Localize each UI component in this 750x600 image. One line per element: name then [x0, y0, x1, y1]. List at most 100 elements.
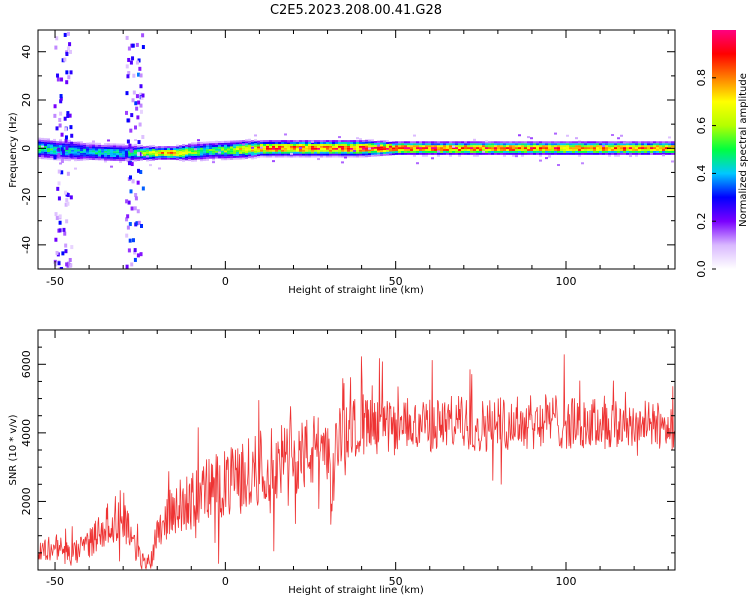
heatmap-cell [305, 147, 308, 150]
heatmap-cell [53, 140, 56, 143]
heatmap-cell [254, 139, 257, 142]
heatmap-cell [161, 149, 164, 152]
heatmap-cell [191, 152, 194, 155]
heatmap-cell [368, 153, 371, 156]
heatmap-cell [275, 143, 278, 146]
heatmap-cell [296, 153, 299, 156]
heatmap-cell [74, 159, 77, 162]
heatmap-cell [203, 151, 206, 154]
heatmap-cell [470, 148, 473, 151]
heatmap-cell [182, 155, 185, 158]
heatmap-cell [299, 141, 302, 144]
x-tick-label: 100 [555, 275, 576, 288]
heatmap-cell [89, 142, 92, 145]
heatmap-cell [188, 143, 191, 146]
heatmap-cell [485, 147, 488, 150]
heatmap-cell [138, 152, 142, 157]
heatmap-cell [443, 143, 446, 146]
heatmap-cell [593, 141, 596, 144]
heatmap-cell [422, 148, 425, 151]
heatmap-cell [641, 148, 644, 151]
heatmap-cell [497, 150, 500, 153]
heatmap-cell [308, 153, 311, 156]
heatmap-cell [314, 155, 317, 158]
heatmap-cell [320, 155, 323, 158]
heatmap-cell [185, 154, 188, 157]
heatmap-cell [410, 143, 413, 146]
heatmap-cell [527, 143, 530, 146]
heatmap-cell [275, 147, 278, 150]
heatmap-cell [650, 143, 653, 146]
heatmap-cell [203, 143, 206, 146]
heatmap-cell [590, 143, 593, 146]
heatmap-cell [236, 149, 239, 152]
heatmap-cell [605, 143, 608, 146]
heatmap-cell [287, 147, 290, 150]
heatmap-cell [491, 143, 494, 146]
heatmap-cell [89, 148, 92, 151]
heatmap-cell [38, 143, 41, 146]
heatmap-cell [50, 144, 53, 147]
heatmap-cell [572, 148, 575, 151]
heatmap-cell [83, 156, 86, 159]
heatmap-cell [668, 136, 671, 139]
heatmap-cell [500, 143, 503, 146]
heatmap-cell [323, 155, 326, 158]
heatmap-cell [126, 225, 130, 230]
heatmap-cell [347, 149, 350, 152]
heatmap-cell [221, 146, 224, 149]
heatmap-cell [644, 145, 647, 148]
heatmap-cell [134, 157, 137, 160]
heatmap-cell [152, 146, 155, 149]
heatmap-cell [317, 143, 320, 146]
heatmap-cell [68, 145, 71, 148]
heatmap-cell [455, 152, 458, 155]
heatmap-cell [344, 151, 347, 154]
heatmap-cell [335, 143, 338, 146]
heatmap-cell [128, 238, 132, 243]
heatmap-cell [407, 152, 410, 155]
heatmap-cell [57, 169, 61, 174]
heatmap-cell [596, 145, 599, 148]
heatmap-cell [539, 159, 542, 162]
heatmap-cell [74, 145, 77, 148]
heatmap-cell [350, 153, 353, 156]
heatmap-cell [461, 152, 464, 155]
heatmap-cell [665, 152, 668, 155]
heatmap-cell [311, 153, 314, 156]
heatmap-cell [126, 214, 130, 219]
heatmap-cell [431, 147, 434, 150]
heatmap-cell [524, 150, 527, 153]
heatmap-cell [482, 147, 485, 150]
heatmap-cell [416, 162, 419, 165]
heatmap-cell [539, 143, 542, 146]
heatmap-cell [254, 145, 257, 148]
heatmap-cell [392, 141, 395, 144]
heatmap-cell [50, 157, 53, 160]
heatmap-cell [125, 149, 128, 152]
heatmap-cell [146, 155, 149, 158]
heatmap-cell [101, 146, 104, 149]
heatmap-cell [560, 143, 563, 146]
heatmap-cell [53, 104, 57, 109]
heatmap-cell [146, 149, 149, 152]
heatmap-cell [50, 142, 53, 145]
heatmap-cell [269, 140, 272, 143]
heatmap-cell [302, 145, 305, 148]
heatmap-cell [560, 147, 563, 150]
heatmap-cell [269, 151, 272, 154]
heatmap-cell [260, 140, 263, 143]
heatmap-cell [665, 150, 668, 153]
heatmap-cell [389, 141, 392, 144]
heatmap-cell [506, 141, 509, 144]
heatmap-cell [206, 141, 209, 144]
heatmap-cell [299, 153, 302, 156]
heatmap-cell [512, 148, 515, 151]
heatmap-cell [53, 144, 56, 147]
heatmap-cell [326, 140, 329, 143]
heatmap-cell [152, 150, 155, 153]
heatmap-cell [104, 158, 107, 161]
heatmap-cell [638, 141, 641, 144]
heatmap-cell [419, 152, 422, 155]
heatmap-cell [656, 147, 659, 150]
